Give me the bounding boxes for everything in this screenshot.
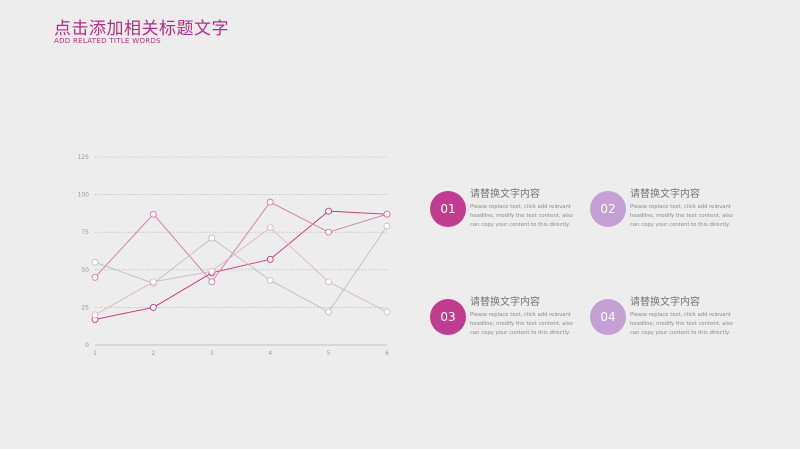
item-description: Please replace text, click add relevant … bbox=[470, 204, 573, 228]
x-tick-label: 1 bbox=[93, 350, 97, 357]
y-tick-label: 75 bbox=[81, 229, 89, 236]
data-point bbox=[91, 311, 99, 319]
data-point bbox=[325, 278, 333, 286]
series-line-3 bbox=[94, 225, 388, 313]
data-point bbox=[383, 222, 391, 230]
x-tick-label: 2 bbox=[151, 350, 155, 357]
data-point bbox=[208, 278, 216, 286]
data-point bbox=[266, 255, 274, 263]
series-line-4 bbox=[94, 227, 388, 316]
data-point bbox=[266, 276, 274, 284]
x-tick-label: 4 bbox=[268, 350, 272, 357]
x-tick-label: 6 bbox=[385, 350, 389, 357]
item-number-badge: 02 bbox=[590, 191, 626, 227]
data-point bbox=[325, 308, 333, 316]
item-description: Please replace text, click add relevant … bbox=[630, 312, 733, 336]
data-point bbox=[149, 210, 157, 218]
data-point bbox=[208, 234, 216, 242]
info-item-03: 03 请替换文字内容 Please replace text, click ad… bbox=[430, 293, 580, 353]
data-point bbox=[149, 303, 157, 311]
y-tick-label: 125 bbox=[78, 154, 90, 161]
item-number-badge: 04 bbox=[590, 299, 626, 335]
item-number-badge: 01 bbox=[430, 191, 466, 227]
info-item-04: 04 请替换文字内容 Please replace text, click ad… bbox=[590, 293, 740, 353]
data-point bbox=[325, 207, 333, 215]
item-description: Please replace text, click add relevant … bbox=[470, 312, 573, 336]
page-title: 点击添加相关标题文字 bbox=[54, 19, 229, 39]
data-point bbox=[325, 228, 333, 236]
page-subtitle: ADD RELATED TITLE WORDS bbox=[54, 37, 161, 45]
x-tick-label: 3 bbox=[210, 350, 214, 357]
item-title: 请替换文字内容 bbox=[630, 297, 700, 308]
item-number-badge: 03 bbox=[430, 299, 466, 335]
item-title: 请替换文字内容 bbox=[470, 297, 540, 308]
data-point bbox=[266, 198, 274, 206]
y-tick-label: 25 bbox=[81, 304, 89, 311]
series-line-2 bbox=[94, 201, 388, 283]
data-point bbox=[91, 273, 99, 281]
y-tick-label: 100 bbox=[78, 192, 90, 199]
series-line-1 bbox=[94, 210, 388, 320]
info-item-02: 02 请替换文字内容 Please replace text, click ad… bbox=[590, 185, 740, 245]
item-title: 请替换文字内容 bbox=[630, 189, 700, 200]
y-tick-label: 50 bbox=[81, 267, 89, 274]
info-item-01: 01 请替换文字内容 Please replace text, click ad… bbox=[430, 185, 580, 245]
x-tick-label: 5 bbox=[327, 350, 331, 357]
y-tick-label: 0 bbox=[85, 342, 89, 349]
data-point bbox=[266, 224, 274, 232]
data-point bbox=[149, 278, 157, 286]
item-description: Please replace text, click add relevant … bbox=[630, 204, 733, 228]
data-point bbox=[383, 308, 391, 316]
data-point bbox=[208, 267, 216, 275]
data-point bbox=[383, 210, 391, 218]
data-point bbox=[91, 258, 99, 266]
item-title: 请替换文字内容 bbox=[470, 189, 540, 200]
